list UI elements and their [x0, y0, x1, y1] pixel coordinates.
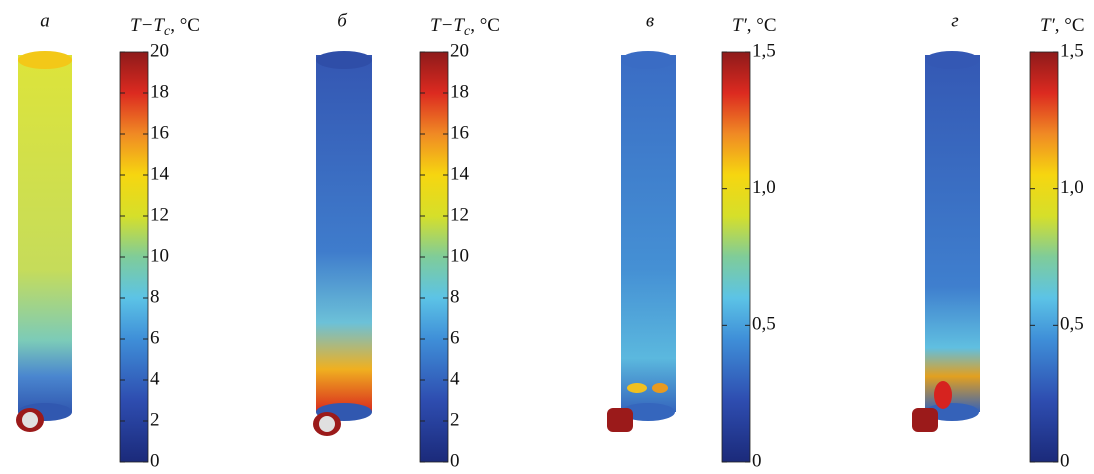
cylinder [607, 51, 676, 432]
tick-label: 12 [150, 204, 169, 225]
tick-label: 8 [150, 286, 160, 307]
tick-label: 10 [450, 245, 469, 266]
tick-label: 14 [450, 163, 470, 184]
tick-label: 1,5 [752, 40, 776, 61]
title-main: T′ [732, 15, 748, 36]
tick-label: 0 [1060, 450, 1070, 471]
title-sub: c [464, 24, 471, 39]
cylinder [16, 51, 72, 432]
title-unit: , °C [170, 15, 200, 36]
title-unit: , °C [470, 15, 500, 36]
tick-label: 1,5 [1060, 40, 1084, 61]
tick-label: 0 [752, 450, 762, 471]
tick-label: 14 [150, 163, 170, 184]
colorbar-title: T′, °C [732, 15, 777, 36]
tick-label: 4 [450, 368, 460, 389]
title-sub: c [164, 24, 171, 39]
tick-label: 12 [450, 204, 469, 225]
cylinder [313, 51, 372, 436]
panel-label: а [40, 10, 50, 31]
title-unit: , °C [1055, 15, 1085, 36]
tick-label: 16 [150, 122, 169, 143]
colorbar [721, 51, 751, 463]
colorbar [1029, 51, 1059, 463]
panel-label: б [337, 10, 348, 31]
title-main: T′ [1040, 15, 1056, 36]
tick-label: 10 [150, 245, 169, 266]
tick-label: 0,5 [1060, 314, 1084, 335]
tick-label: 4 [150, 368, 160, 389]
panel-label: г [951, 10, 958, 31]
tick-label: 2 [450, 409, 460, 430]
tick-label: 18 [150, 81, 169, 102]
tick-label: 6 [150, 327, 160, 348]
tick-label: 0 [150, 450, 160, 471]
tick-label: 2 [150, 409, 160, 430]
title-main: T−T [130, 15, 165, 36]
tick-label: 20 [150, 40, 169, 61]
tick-label: 1,0 [1060, 177, 1084, 198]
title-unit: , °C [747, 15, 777, 36]
tick-label: 0 [450, 450, 460, 471]
tick-label: 1,0 [752, 177, 776, 198]
tick-label: 20 [450, 40, 469, 61]
tick-label: 16 [450, 122, 469, 143]
colorbar-title: T−Tc, °C [430, 15, 500, 39]
colorbar-title: T′, °C [1040, 15, 1085, 36]
panel-label: в [646, 10, 654, 31]
cylinder [912, 51, 980, 432]
colorbar-title: T−Tc, °C [130, 15, 200, 39]
tick-label: 0,5 [752, 314, 776, 335]
tick-label: 6 [450, 327, 460, 348]
title-main: T−T [430, 15, 465, 36]
tick-label: 18 [450, 81, 469, 102]
tick-label: 8 [450, 286, 460, 307]
